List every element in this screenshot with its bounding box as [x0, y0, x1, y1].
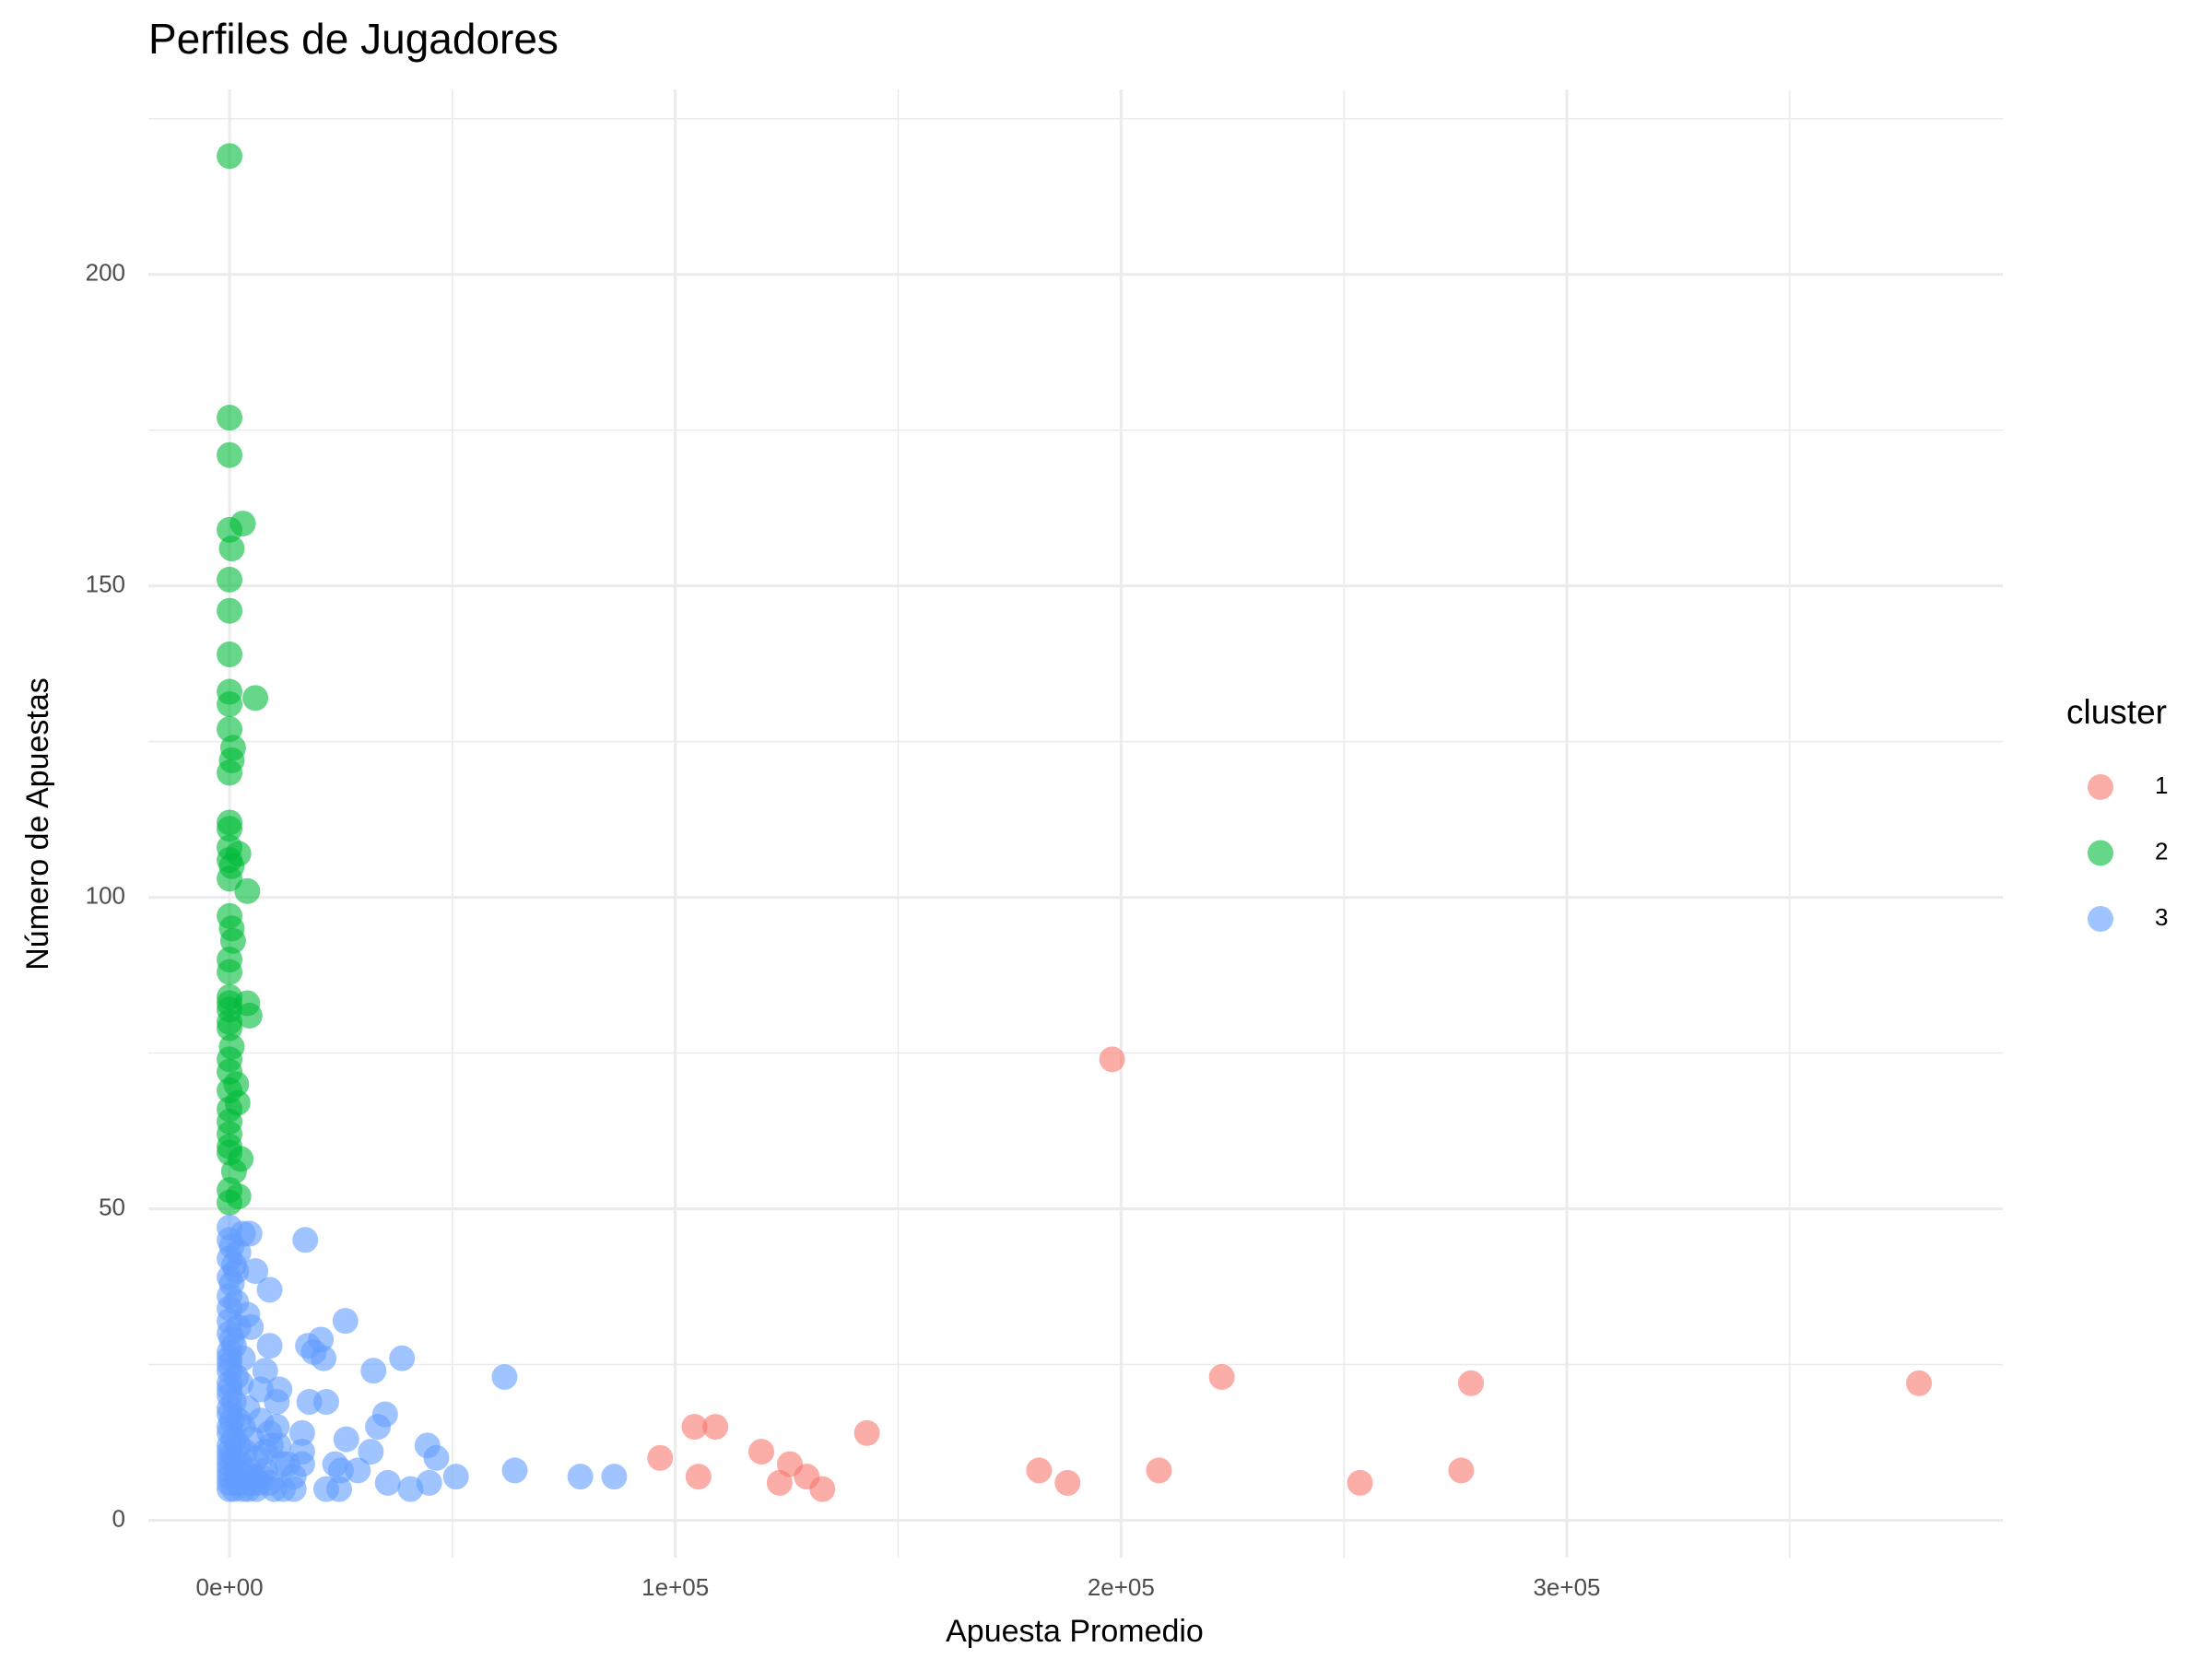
y-axis-title: Número de Apuestas: [20, 677, 55, 971]
point: [567, 1464, 594, 1490]
grid: [148, 89, 2003, 1558]
point: [809, 1476, 836, 1502]
point: [312, 1389, 339, 1416]
y-tick-label: 150: [86, 571, 125, 598]
point: [252, 1439, 278, 1465]
point: [288, 1419, 315, 1446]
point: [229, 1220, 256, 1247]
point: [333, 1426, 359, 1453]
point: [234, 1301, 261, 1328]
point: [358, 1439, 384, 1465]
point: [1099, 1046, 1125, 1073]
point: [389, 1345, 416, 1371]
y-tick-label: 100: [86, 881, 125, 909]
legend-title: cluster: [2066, 693, 2167, 731]
point: [247, 1376, 274, 1403]
point: [234, 877, 261, 904]
point: [217, 816, 243, 842]
point: [223, 1258, 250, 1285]
legend-key: [2088, 906, 2113, 932]
point: [217, 441, 243, 468]
point: [217, 691, 243, 718]
point: [702, 1414, 729, 1441]
point: [1906, 1370, 1933, 1396]
point: [217, 516, 243, 543]
point: [217, 759, 243, 786]
point: [491, 1364, 518, 1391]
x-tick-label: 0e+00: [196, 1573, 264, 1601]
point: [501, 1457, 528, 1484]
legend-key: [2088, 774, 2113, 800]
point: [217, 1189, 243, 1216]
points: [217, 143, 1933, 1502]
point: [217, 1015, 243, 1041]
point: [256, 1277, 283, 1303]
point: [217, 641, 243, 668]
point: [217, 959, 243, 985]
legend-label: 3: [2155, 903, 2168, 931]
point: [274, 1451, 300, 1477]
y-tick-label: 0: [112, 1504, 125, 1532]
point: [218, 535, 245, 562]
point: [423, 1444, 450, 1471]
point: [685, 1464, 712, 1490]
point: [1458, 1370, 1485, 1396]
point: [217, 405, 243, 431]
point: [242, 685, 269, 712]
point: [217, 143, 243, 170]
legend-label: 2: [2155, 837, 2168, 865]
point: [601, 1464, 628, 1490]
x-tick-label: 2e+05: [1088, 1573, 1155, 1601]
point: [1208, 1364, 1235, 1391]
point: [292, 1227, 319, 1253]
legend-label: 1: [2155, 771, 2168, 799]
point: [1347, 1469, 1373, 1496]
legend: 1 2 3: [2088, 771, 2168, 932]
point: [1448, 1457, 1475, 1484]
x-tick-label: 1e+05: [641, 1573, 709, 1601]
point: [217, 566, 243, 593]
legend-key: [2088, 840, 2113, 866]
point: [397, 1476, 424, 1502]
point: [332, 1308, 359, 1335]
point: [1146, 1457, 1172, 1484]
point: [681, 1414, 708, 1441]
point: [242, 1258, 269, 1285]
point: [270, 1476, 297, 1502]
chart-title: Perfiles de Jugadores: [148, 15, 559, 63]
point: [1054, 1469, 1081, 1496]
point: [327, 1457, 354, 1484]
point: [243, 1476, 270, 1502]
point: [256, 1333, 283, 1359]
y-tick-label: 200: [86, 259, 125, 287]
point: [853, 1419, 880, 1446]
point: [374, 1469, 401, 1496]
point: [647, 1444, 674, 1471]
point: [442, 1464, 469, 1490]
point: [311, 1345, 337, 1371]
point: [748, 1439, 775, 1465]
point: [365, 1414, 392, 1441]
x-axis-title: Apuesta Promedio: [946, 1614, 1204, 1649]
point: [217, 597, 243, 624]
point: [326, 1476, 353, 1502]
x-tick-label: 3e+05: [1533, 1573, 1600, 1601]
point: [360, 1358, 387, 1384]
point: [1026, 1457, 1053, 1484]
point: [766, 1469, 793, 1496]
point: [236, 1003, 263, 1030]
y-tick-label: 50: [99, 1193, 125, 1220]
